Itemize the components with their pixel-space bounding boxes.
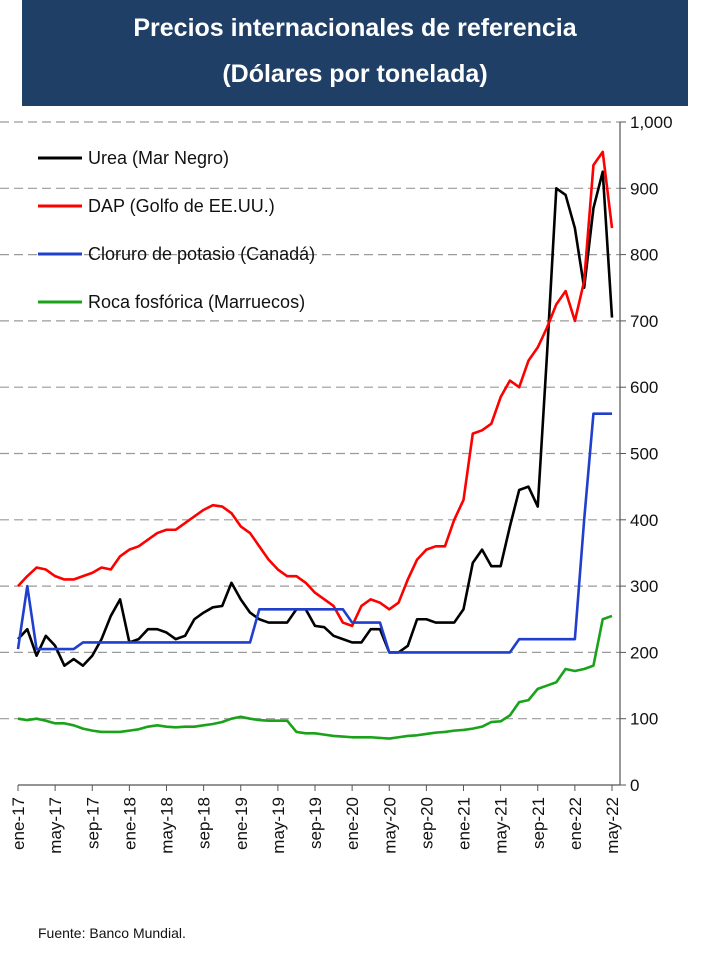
header-band <box>22 0 688 106</box>
x-tick-label: may-18 <box>158 797 177 854</box>
x-tick-label: ene-17 <box>9 797 28 850</box>
series-line <box>16 412 612 654</box>
x-tick-label: ene-20 <box>343 797 362 850</box>
x-tick-label: may-20 <box>380 797 399 854</box>
legend-label: DAP (Golfo de EE.UU.) <box>88 196 275 216</box>
x-tick-label: ene-22 <box>566 797 585 850</box>
y-tick-label: 700 <box>630 312 658 331</box>
x-tick-label: may-21 <box>492 797 511 854</box>
x-tick-label: sep-20 <box>417 797 436 849</box>
x-tick-label: may-19 <box>269 797 288 854</box>
x-tick-label: may-22 <box>603 797 622 854</box>
chart-title: Precios internacionales de referencia <box>133 14 577 42</box>
y-tick-label: 300 <box>630 577 658 596</box>
y-tick-label: 1,000 <box>630 113 673 132</box>
x-tick-label: sep-21 <box>529 797 548 849</box>
y-tick-label: 800 <box>630 246 658 265</box>
legend-label: Urea (Mar Negro) <box>88 148 229 168</box>
legend-label: Cloruro de potasio (Canadá) <box>88 244 315 264</box>
x-tick-label: sep-19 <box>306 797 325 849</box>
series-line <box>17 150 614 628</box>
x-tick-label: may-17 <box>46 797 65 854</box>
y-tick-label: 900 <box>630 179 658 198</box>
x-tick-label: sep-18 <box>195 797 214 849</box>
series-line <box>17 614 613 740</box>
y-tick-label: 0 <box>630 776 639 795</box>
x-tick-label: sep-17 <box>83 797 102 849</box>
y-tick-label: 500 <box>630 445 658 464</box>
x-tick-label: ene-18 <box>120 797 139 850</box>
y-tick-label: 100 <box>630 710 658 729</box>
legend-label: Roca fosfórica (Marruecos) <box>88 292 305 312</box>
y-tick-label: 400 <box>630 511 658 530</box>
x-tick-label: ene-21 <box>455 797 474 850</box>
source: Fuente: Banco Mundial. <box>38 925 186 941</box>
y-tick-label: 200 <box>630 643 658 662</box>
chart-subtitle: (Dólares por tonelada) <box>222 60 487 88</box>
y-tick-label: 600 <box>630 378 658 397</box>
x-tick-label: ene-19 <box>232 797 251 850</box>
series-line <box>17 170 614 667</box>
